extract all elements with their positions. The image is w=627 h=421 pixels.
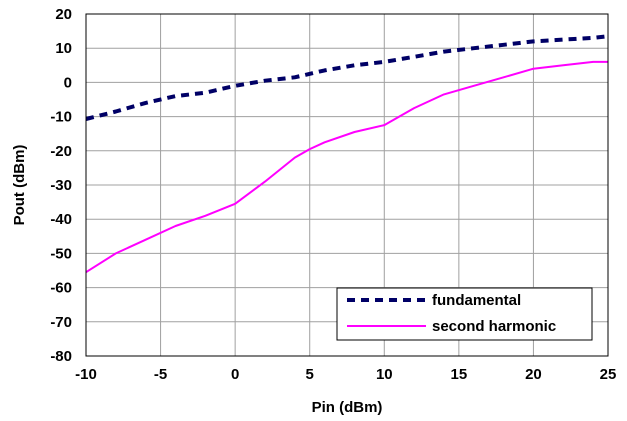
y-tick-label: -20	[50, 143, 72, 160]
y-tick-label: -60	[50, 280, 72, 297]
y-tick-label: -30	[50, 177, 72, 194]
y-tick-label: -10	[50, 109, 72, 126]
legend-box	[336, 287, 593, 341]
x-tick-label: -5	[154, 366, 167, 383]
y-tick-label: -50	[50, 245, 72, 262]
y-tick-label: 20	[55, 6, 72, 23]
x-tick-label: 10	[376, 366, 393, 383]
plot-border	[85, 13, 609, 357]
x-axis-title: Pin (dBm)	[312, 399, 383, 416]
y-tick-label: -70	[50, 314, 72, 331]
y-axis-title: Pout (dBm)	[11, 145, 28, 226]
x-tick-label: 15	[451, 366, 468, 383]
x-tick-label: 20	[525, 366, 542, 383]
legend-label-fundamental: fundamental	[432, 292, 521, 309]
y-tick-label: -40	[50, 211, 72, 228]
y-tick-labels: 20 10 0 -10 -20 -30 -40 -50 -60 -70 -80	[50, 6, 72, 365]
legend: fundamental second harmonic	[336, 287, 593, 341]
y-tick-label: -80	[50, 348, 72, 365]
y-tick-label: 0	[64, 74, 72, 91]
x-tick-label: 25	[600, 366, 617, 383]
series-layer	[85, 34, 609, 274]
series-line-second-harmonic	[85, 60, 608, 274]
x-tick-label: -10	[75, 366, 97, 383]
x-tick-labels: -10 -5 0 5 10 15 20 25	[75, 366, 616, 383]
series-line-fundamental	[85, 34, 609, 121]
y-tick-label: 10	[55, 40, 72, 57]
x-tick-label: 0	[231, 366, 239, 383]
legend-label-second-harmonic: second harmonic	[432, 318, 556, 335]
x-tick-label: 5	[306, 366, 314, 383]
